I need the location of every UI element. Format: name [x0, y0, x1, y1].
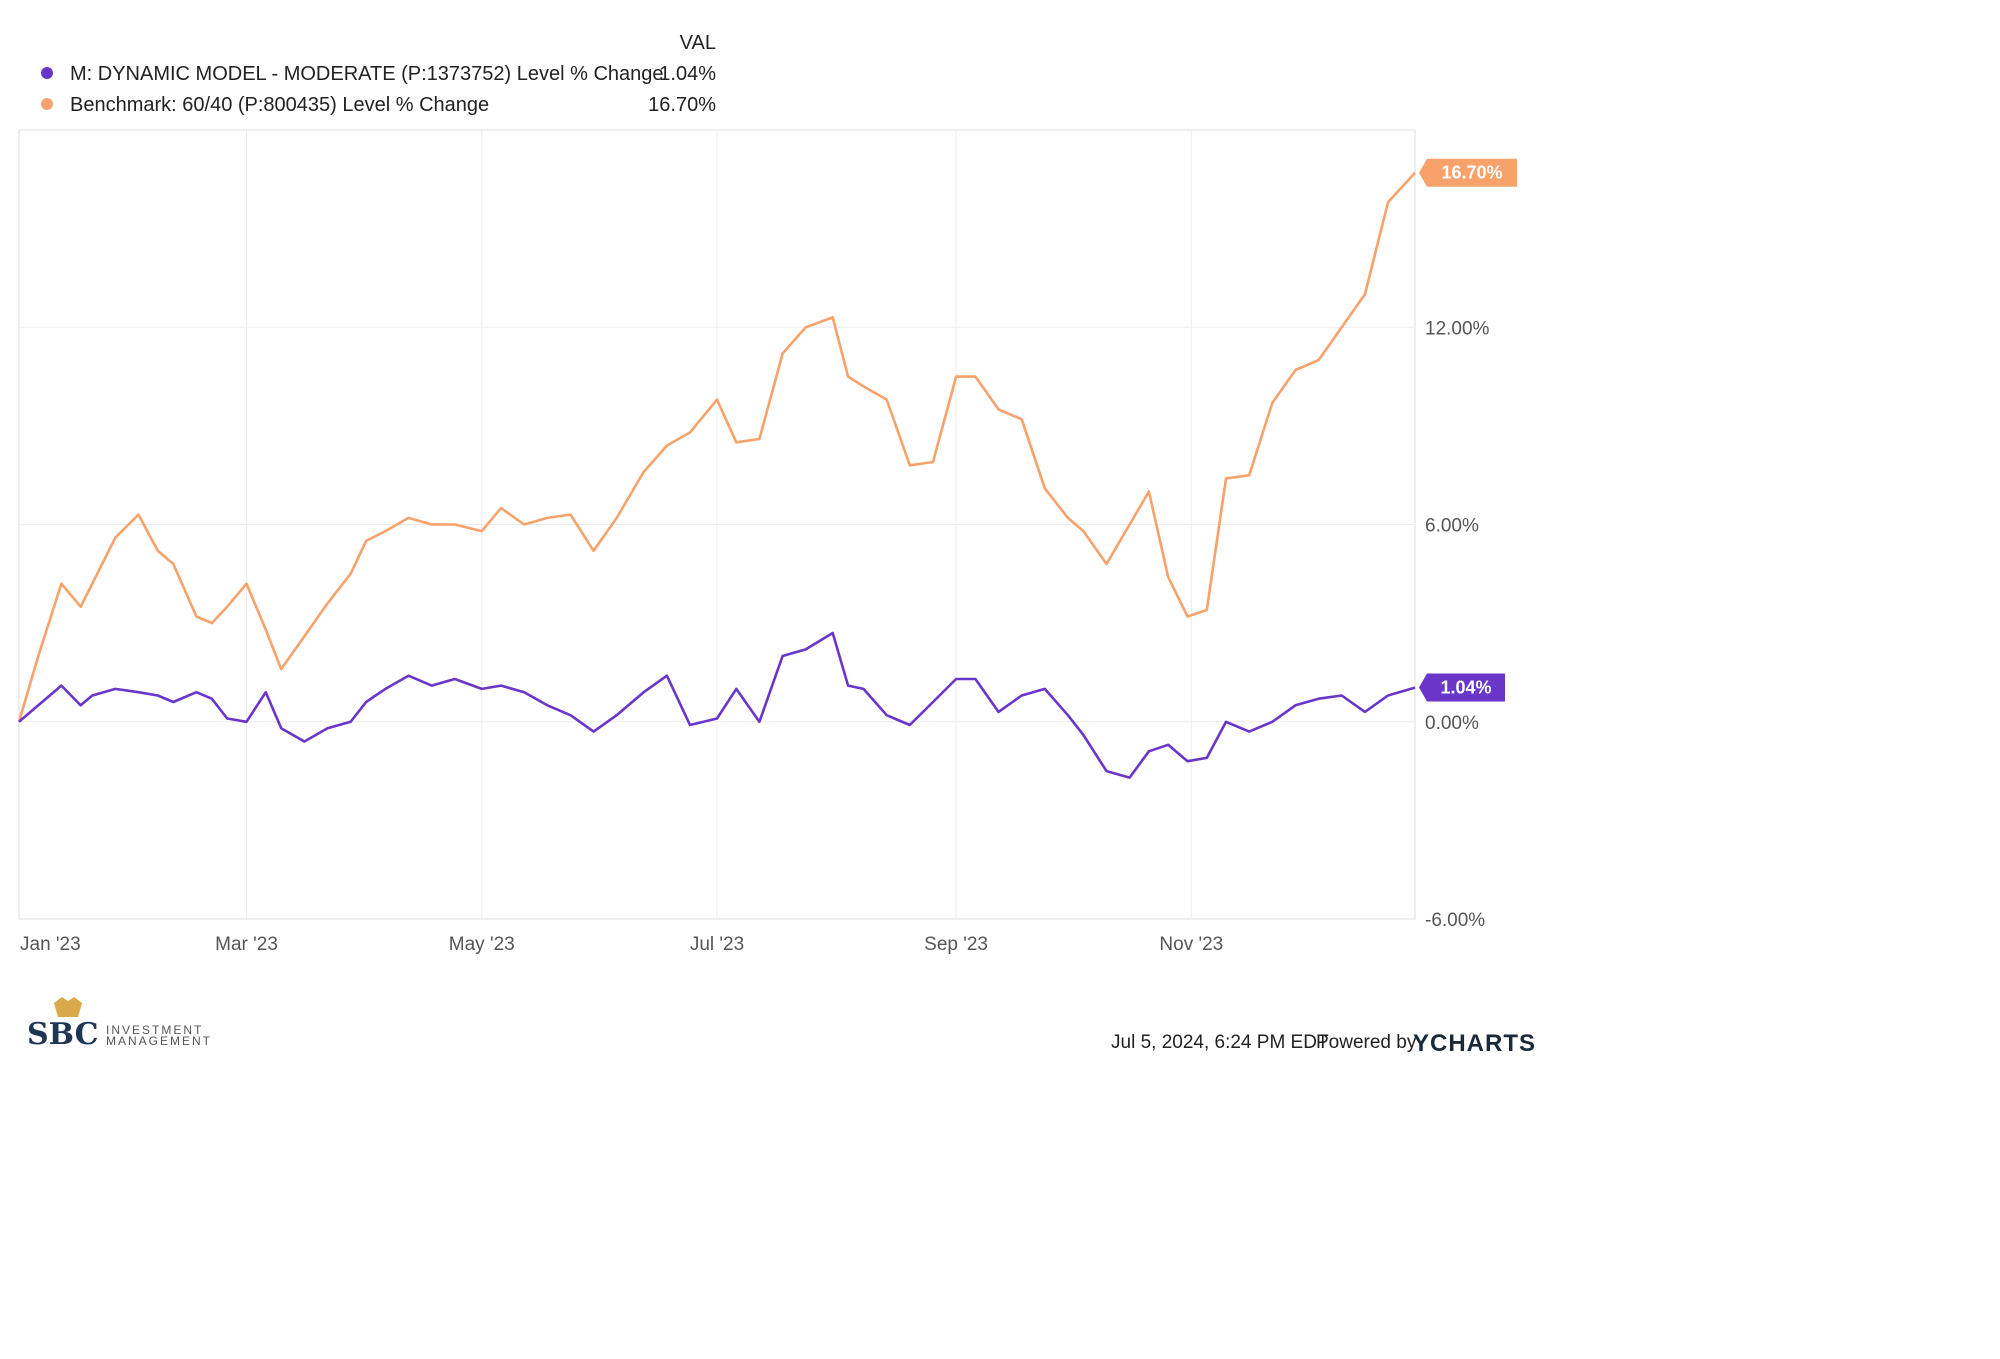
legend-header: VAL — [680, 32, 716, 54]
x-tick-label: Jan '23 — [20, 934, 81, 955]
legend-value-benchmark: 16.70% — [648, 94, 716, 116]
y-tick-label: 12.00% — [1425, 318, 1490, 339]
legend-label-benchmark: Benchmark: 60/40 (P:800435) Level % Chan… — [70, 94, 489, 116]
x-tick-label: Mar '23 — [215, 934, 278, 955]
end-value-flags: 16.70% 1.04% — [1419, 158, 1517, 702]
x-tick-label: Jul '23 — [690, 934, 744, 955]
logo-mark: SBC — [27, 1017, 98, 1052]
owl-icon — [54, 997, 82, 1017]
line-chart: VAL M: DYNAMIC MODEL - MODERATE (P:13737… — [17, 32, 1536, 1057]
y-tick-label: -6.00% — [1425, 910, 1485, 931]
series — [17, 171, 1416, 779]
y-tick-label: 0.00% — [1425, 713, 1479, 734]
footer-powered-by: Powered by — [1316, 1032, 1417, 1053]
end-flag-label-benchmark: 16.70% — [1441, 163, 1502, 183]
legend-label-model: M: DYNAMIC MODEL - MODERATE (P:1373752) … — [70, 63, 664, 85]
legend-value-model: 1.04% — [659, 63, 716, 85]
x-tick-label: May '23 — [449, 934, 515, 955]
end-flag-benchmark — [1419, 158, 1517, 187]
end-flag-model — [1419, 673, 1505, 702]
series-line-benchmark — [17, 171, 1416, 723]
series-line-model — [18, 631, 1416, 779]
legend-marker-model — [41, 67, 53, 79]
ycharts-logo[interactable]: YCHARTS — [1413, 1030, 1536, 1057]
sbc-logo: SBC INVESTMENT MANAGEMENT — [27, 997, 212, 1052]
y-tick-label: 6.00% — [1425, 516, 1479, 537]
x-tick-label: Nov '23 — [1159, 934, 1223, 955]
footer-timestamp: Jul 5, 2024, 6:24 PM EDT — [1111, 1032, 1329, 1053]
y-axis: -6.00% 0.00% 6.00% 12.00% — [1425, 318, 1490, 931]
legend: VAL M: DYNAMIC MODEL - MODERATE (P:13737… — [41, 32, 716, 116]
x-axis: Jan '23 Mar '23 May '23 Jul '23 Sep '23 Nov '… — [20, 934, 1223, 955]
x-tick-label: Sep '23 — [924, 934, 988, 955]
legend-marker-benchmark — [41, 98, 53, 110]
end-flag-label-model: 1.04% — [1440, 678, 1491, 698]
grid — [19, 130, 1415, 919]
logo-line1: INVESTMENT — [106, 1023, 203, 1037]
logo-line2: MANAGEMENT — [106, 1034, 212, 1048]
